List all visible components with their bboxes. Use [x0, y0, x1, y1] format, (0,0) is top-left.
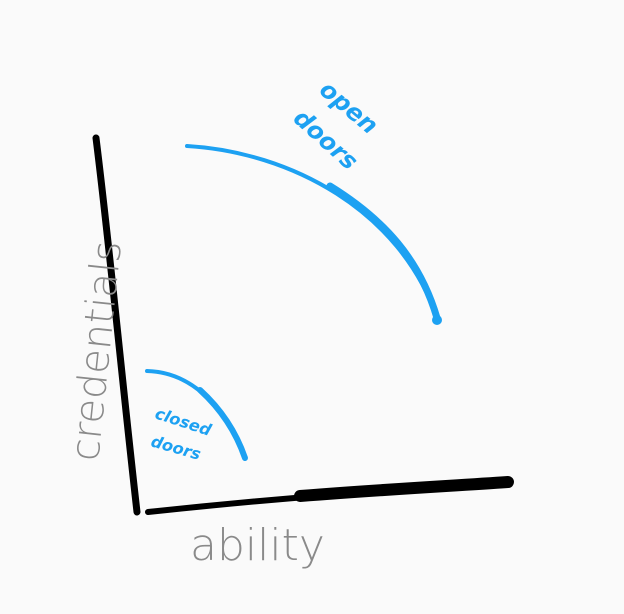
x-axis-label: ability [190, 520, 325, 571]
open-doors-curve-thick [326, 182, 441, 322]
open-doors-curve-end [432, 315, 442, 325]
y-axis-thick [98, 178, 138, 510]
closed-doors-curve-thick [197, 387, 248, 461]
x-axis-thick [294, 476, 514, 502]
open-doors-curve [185, 144, 439, 320]
closed-doors-label-line2: doors [149, 432, 203, 464]
